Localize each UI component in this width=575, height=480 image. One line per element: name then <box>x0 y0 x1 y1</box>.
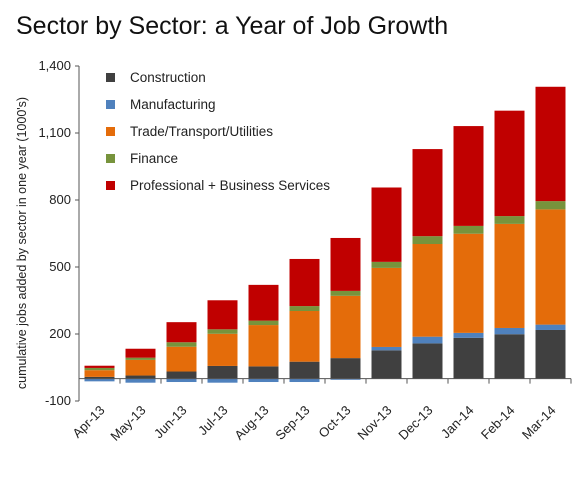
y-tick-label: -100 <box>45 393 71 408</box>
legend-swatch <box>106 181 115 190</box>
bar-trade-transport-utilities-nov-13 <box>371 267 402 347</box>
bar-trade-transport-utilities-aug-13 <box>248 325 279 367</box>
bar-trade-transport-utilities-mar-14 <box>535 209 566 325</box>
bar-trade-transport-utilities-apr-13 <box>84 370 115 377</box>
y-tick-label: 1,400 <box>38 58 71 73</box>
bar-manufacturing-oct-13 <box>330 378 361 380</box>
bar-finance-oct-13 <box>330 290 361 296</box>
bar-construction-aug-13 <box>248 366 279 379</box>
bar-construction-jul-13 <box>207 365 238 379</box>
legend-label: Construction <box>130 70 206 85</box>
bar-finance-may-13 <box>125 357 156 360</box>
x-tick-label: Feb-14 <box>478 403 518 443</box>
bar-finance-jan-14 <box>453 225 484 234</box>
bar-manufacturing-nov-13 <box>371 346 402 351</box>
bar-finance-jun-13 <box>166 342 197 347</box>
bar-professional-business-services-feb-14 <box>494 110 525 217</box>
x-tick-label: Oct-13 <box>315 403 353 441</box>
bar-trade-transport-utilities-jun-13 <box>166 346 197 372</box>
bar-trade-transport-utilities-feb-14 <box>494 223 525 328</box>
x-tick-label: Mar-14 <box>519 403 559 443</box>
y-tick-label: 500 <box>49 259 71 274</box>
bar-trade-transport-utilities-jul-13 <box>207 333 238 366</box>
bar-finance-mar-14 <box>535 201 566 210</box>
bar-professional-business-services-jan-14 <box>453 126 484 226</box>
bar-construction-apr-13 <box>84 376 115 379</box>
legend-swatch <box>106 154 115 163</box>
bar-trade-transport-utilities-may-13 <box>125 359 156 376</box>
x-tick-label: Nov-13 <box>354 403 394 443</box>
bar-construction-jun-13 <box>166 371 197 379</box>
bar-professional-business-services-oct-13 <box>330 237 361 291</box>
bar-professional-business-services-jul-13 <box>207 300 238 330</box>
bar-trade-transport-utilities-oct-13 <box>330 295 361 359</box>
legend-label: Manufacturing <box>130 97 216 112</box>
bar-professional-business-services-nov-13 <box>371 187 402 262</box>
bar-construction-sep-13 <box>289 361 320 379</box>
bar-manufacturing-aug-13 <box>248 378 279 383</box>
x-tick-label: Dec-13 <box>395 403 435 443</box>
bar-construction-nov-13 <box>371 350 402 379</box>
bar-construction-mar-14 <box>535 329 566 379</box>
bar-construction-may-13 <box>125 375 156 379</box>
bar-trade-transport-utilities-jan-14 <box>453 233 484 333</box>
y-axis-label: cumulative jobs added by sector in one y… <box>15 97 29 389</box>
bar-finance-nov-13 <box>371 261 402 268</box>
y-tick-label: 800 <box>49 192 71 207</box>
bar-construction-dec-13 <box>412 343 443 379</box>
bar-manufacturing-feb-14 <box>494 327 525 335</box>
bar-finance-feb-14 <box>494 216 525 224</box>
bar-finance-dec-13 <box>412 236 443 244</box>
bar-trade-transport-utilities-dec-13 <box>412 243 443 337</box>
bar-finance-aug-13 <box>248 320 279 326</box>
y-tick-label: 200 <box>49 326 71 341</box>
bar-construction-oct-13 <box>330 358 361 379</box>
legend: Construction Manufacturing Trade/Transport… <box>106 70 330 193</box>
bar-construction-feb-14 <box>494 334 525 379</box>
x-tick-label: Jun-13 <box>151 403 190 442</box>
legend-label: Finance <box>130 151 178 166</box>
bar-professional-business-services-jun-13 <box>166 322 197 343</box>
bar-manufacturing-jan-14 <box>453 332 484 338</box>
x-tick-label: May-13 <box>107 403 148 444</box>
bar-manufacturing-jun-13 <box>166 378 197 383</box>
legend-label: Professional + Business Services <box>130 178 330 193</box>
y-tick-labels: -100 200 500 800 1,100 1,400 <box>38 58 79 408</box>
bar-trade-transport-utilities-sep-13 <box>289 310 320 362</box>
bar-construction-jan-14 <box>453 337 484 379</box>
x-tick-labels: Apr-13 May-13 Jun-13 Jul-13 Aug-13 Sep-13 Oct-… <box>69 378 572 444</box>
bar-professional-business-services-sep-13 <box>289 258 320 307</box>
bars-layer <box>84 86 566 383</box>
bar-manufacturing-mar-14 <box>535 324 566 330</box>
x-tick-label: Apr-13 <box>69 403 107 441</box>
legend-swatch <box>106 127 115 136</box>
x-tick-label: Jul-13 <box>195 403 231 439</box>
bar-professional-business-services-mar-14 <box>535 86 566 202</box>
bar-manufacturing-sep-13 <box>289 378 320 383</box>
bar-professional-business-services-may-13 <box>125 348 156 358</box>
bar-professional-business-services-aug-13 <box>248 284 279 321</box>
chart-title: Sector by Sector: a Year of Job Growth <box>16 12 449 40</box>
x-tick-label: Aug-13 <box>231 403 271 443</box>
bar-manufacturing-apr-13 <box>84 378 115 382</box>
bar-professional-business-services-apr-13 <box>84 365 115 368</box>
bar-finance-sep-13 <box>289 306 320 311</box>
bar-professional-business-services-dec-13 <box>412 149 443 237</box>
bar-finance-apr-13 <box>84 367 115 371</box>
bar-manufacturing-may-13 <box>125 378 156 383</box>
y-tick-label: 1,100 <box>38 125 71 140</box>
bar-finance-jul-13 <box>207 329 238 334</box>
legend-swatch <box>106 73 115 82</box>
legend-label: Trade/Transport/Utilities <box>130 124 273 139</box>
x-tick-label: Jan-14 <box>438 403 477 442</box>
bar-manufacturing-dec-13 <box>412 336 443 344</box>
x-tick-label: Sep-13 <box>272 403 312 443</box>
bar-manufacturing-jul-13 <box>207 378 238 383</box>
legend-swatch <box>106 100 115 109</box>
